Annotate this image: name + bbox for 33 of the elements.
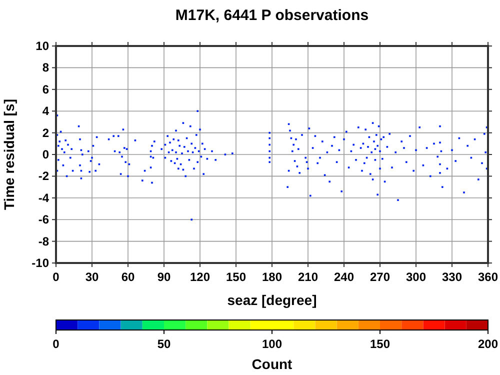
y-tick-label: 8 (42, 60, 50, 75)
x-tick-label: 270 (370, 270, 390, 284)
y-axis-title: Time residual [s] (1, 98, 17, 210)
y-tick-label: -4 (38, 190, 50, 205)
x-tick-label: 300 (406, 270, 426, 284)
x-tick-label: 60 (121, 270, 135, 284)
color-bar-label: 150 (370, 337, 390, 351)
x-tick-label: 360 (478, 270, 498, 284)
y-tick-label: 0 (42, 148, 50, 162)
x-tick-label: 30 (85, 270, 99, 284)
y-tick-label: -2 (38, 169, 50, 184)
color-bar-label: 100 (262, 337, 282, 351)
x-tick-label: 90 (157, 270, 171, 284)
y-tick-label: 4 (42, 104, 50, 118)
y-tick-label: -8 (38, 234, 50, 248)
y-tick-label: 6 (42, 82, 50, 96)
x-tick-label: 120 (190, 270, 210, 284)
x-tick-label: 180 (262, 270, 282, 284)
y-tick-label: -10 (32, 256, 50, 270)
x-tick-label: 240 (334, 270, 354, 284)
x-axis-title: seaz [degree] (227, 292, 317, 308)
y-tick-label: 10 (36, 39, 50, 53)
chart-title: M17K, 6441 P observations (175, 7, 369, 24)
color-bar-title: Count (252, 356, 293, 372)
color-bar-label: 50 (157, 337, 171, 351)
y-tick-label: -6 (38, 212, 50, 227)
x-tick-label: 150 (226, 270, 246, 284)
color-bar-label: 0 (52, 337, 60, 351)
color-bar-label: 200 (478, 337, 498, 351)
x-tick-label: 330 (442, 270, 462, 284)
x-tick-label: 0 (52, 270, 60, 284)
y-tick-label: 2 (42, 126, 50, 140)
x-tick-label: 210 (298, 270, 318, 284)
